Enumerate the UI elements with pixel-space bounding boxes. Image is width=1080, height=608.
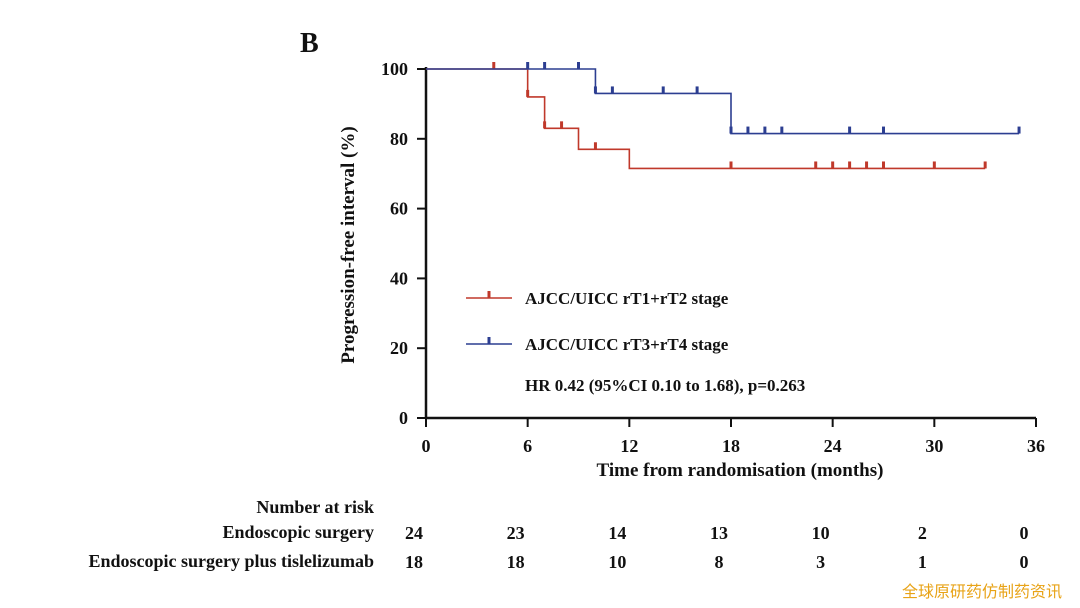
x-tick-label: 6 <box>523 436 532 456</box>
chart-axes: 0 20 40 60 80 100 0 6 12 18 24 30 36 <box>381 59 1045 456</box>
chart-legend: AJCC/UICC rT1+rT2 stage AJCC/UICC rT3+rT4… <box>466 289 729 354</box>
x-tick-label: 36 <box>1027 436 1045 456</box>
risk-value: 10 <box>811 523 830 543</box>
risk-row-label: Endoscopic surgery <box>222 522 374 542</box>
risk-value: 0 <box>1019 523 1029 543</box>
km-chart: 0 20 40 60 80 100 0 6 12 18 24 30 36 AJCC/UICC rT1+r… <box>338 59 1045 481</box>
y-tick-label: 40 <box>390 268 408 288</box>
y-tick-label: 80 <box>390 129 408 149</box>
x-tick-label: 24 <box>824 436 842 456</box>
risk-value: 0 <box>1019 552 1029 572</box>
risk-value: 24 <box>405 523 423 543</box>
risk-value: 2 <box>917 523 927 543</box>
risk-value: 8 <box>714 552 724 572</box>
risk-value: 1 <box>917 552 927 572</box>
risk-row-label: Endoscopic surgery plus tislelizumab <box>88 551 374 571</box>
legend-label-1: AJCC/UICC rT1+rT2 stage <box>525 289 729 308</box>
hazard-ratio-annotation: HR 0.42 (95%CI 0.10 to 1.68), p=0.263 <box>525 376 805 395</box>
watermark: 全球原研药仿制药资讯 <box>901 582 1062 601</box>
y-axis-label: Progression-free interval (%) <box>338 126 359 363</box>
y-tick-label: 0 <box>399 408 408 428</box>
series-line-1 <box>426 68 986 170</box>
risk-value: 13 <box>710 523 728 543</box>
x-tick-label: 0 <box>422 436 431 456</box>
series-line-2 <box>426 68 1020 135</box>
x-tick-label: 12 <box>620 436 638 456</box>
y-tick-label: 20 <box>390 338 408 358</box>
x-tick-label: 30 <box>925 436 943 456</box>
legend-label-2: AJCC/UICC rT3+rT4 stage <box>525 335 729 354</box>
panel-letter: B <box>300 28 319 59</box>
risk-value: 14 <box>608 523 627 543</box>
risk-value: 10 <box>608 552 627 572</box>
chart-series <box>426 62 1021 170</box>
risk-value: 18 <box>506 552 525 572</box>
y-tick-label: 60 <box>390 199 408 219</box>
y-tick-label: 100 <box>381 59 408 79</box>
x-axis-label: Time from randomisation (months) <box>597 460 884 481</box>
risk-value: 3 <box>816 552 826 572</box>
risk-value: 23 <box>506 523 525 543</box>
risk-value: 18 <box>405 552 423 572</box>
risk-table-title: Number at risk <box>256 497 374 517</box>
x-tick-label: 18 <box>722 436 740 456</box>
